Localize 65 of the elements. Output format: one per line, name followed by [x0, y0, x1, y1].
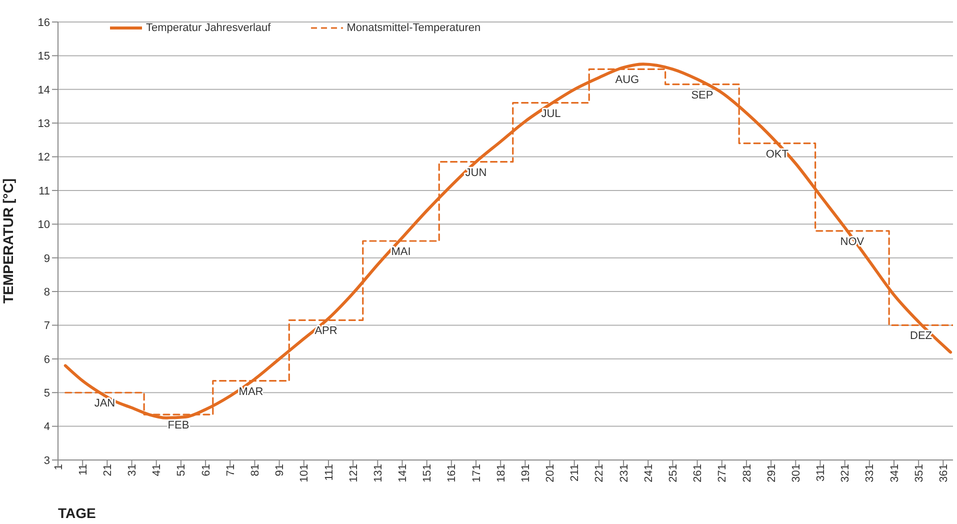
x-tick-label: 241	[642, 464, 655, 482]
x-tick-label: 341	[888, 464, 901, 482]
x-tick-label: 221	[594, 464, 606, 482]
x-tick-label: 101	[298, 464, 311, 482]
y-tick-label: 14	[38, 84, 50, 96]
x-tick-label: 301	[790, 464, 802, 482]
y-tick-label: 13	[38, 118, 50, 130]
x-tick-label: 31	[126, 464, 139, 476]
annotation: MAI	[391, 246, 411, 258]
annotation: AUG	[615, 74, 640, 86]
x-tick-label: 71	[224, 464, 237, 476]
x-tick-label: 311	[815, 464, 828, 482]
x-tick-label: 111	[323, 464, 336, 481]
x-tick-label: 271	[716, 464, 729, 482]
x-tick-label: 41	[151, 464, 164, 476]
legend-label: Monatsmittel-Temperaturen	[346, 22, 481, 34]
y-tick-label: 16	[38, 16, 50, 29]
y-axis-title: TEMPERATUR [°C]	[0, 178, 16, 304]
x-tick-label: 1	[52, 464, 65, 470]
x-tick-label: 21	[102, 464, 114, 476]
annotation: JUN	[465, 166, 487, 179]
y-tick-label: 5	[44, 388, 50, 400]
x-tick-label: 351	[913, 464, 926, 482]
x-tick-label: 141	[397, 464, 410, 482]
annotation: FEB	[168, 420, 190, 432]
x-tick-label: 121	[348, 464, 360, 482]
y-tick-label: 8	[44, 286, 50, 298]
x-tick-label: 181	[495, 464, 508, 482]
x-tick-label: 361	[938, 464, 950, 482]
annotation: SEP	[691, 89, 714, 102]
x-tick-label: 231	[618, 464, 630, 482]
x-tick-label: 61	[200, 464, 212, 476]
annotation: MAR	[238, 386, 264, 398]
y-tick-label: 4	[44, 421, 50, 434]
y-tick-label: 6	[44, 354, 50, 366]
x-tick-label: 261	[692, 464, 704, 482]
annotation: JUL	[541, 108, 561, 120]
y-tick-label: 3	[44, 454, 50, 467]
y-tick-label: 11	[38, 185, 50, 198]
annotation: APR	[314, 325, 338, 338]
y-tick-label: 15	[38, 50, 50, 63]
x-tick-label: 331	[864, 464, 876, 482]
x-tick-label: 251	[668, 464, 680, 482]
y-tick-label: 9	[44, 252, 50, 265]
x-tick-label: 171	[470, 464, 483, 482]
x-tick-label: 321	[840, 464, 852, 482]
x-tick-label: 81	[250, 464, 262, 476]
y-tick-label: 10	[38, 219, 50, 232]
x-tick-label: 281	[741, 464, 754, 482]
legend-label: Temperatur Jahresverlauf	[146, 22, 271, 34]
x-tick-label: 211	[569, 464, 582, 482]
y-tick-label: 7	[44, 320, 50, 332]
x-tick-label: 11	[77, 464, 90, 476]
x-tick-label: 291	[766, 464, 778, 482]
x-tick-label: 191	[520, 464, 532, 482]
x-tick-label: 91	[274, 464, 286, 476]
x-tick-label: 161	[446, 464, 458, 482]
y-tick-label: 12	[38, 152, 50, 164]
x-tick-label: 201	[544, 464, 557, 482]
x-tick-label: 51	[176, 464, 188, 476]
x-tick-label: 131	[372, 464, 384, 482]
x-tick-label: 151	[422, 464, 434, 482]
x-axis-title: TAGE	[58, 505, 96, 521]
annotation: JAN	[94, 398, 116, 410]
annotation: DEZ	[910, 330, 932, 342]
